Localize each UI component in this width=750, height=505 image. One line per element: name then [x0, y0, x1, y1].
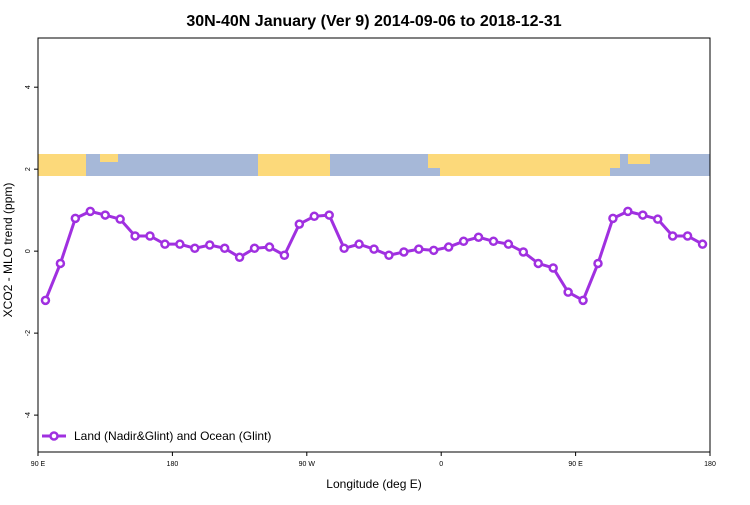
point — [608, 213, 618, 224]
y-tick-label: -4 — [25, 412, 32, 418]
point — [638, 210, 648, 220]
plot-frame — [37, 37, 711, 453]
point — [488, 236, 499, 247]
point — [443, 242, 454, 252]
point — [279, 250, 290, 260]
point — [160, 239, 170, 249]
point — [667, 231, 678, 241]
point — [578, 295, 588, 306]
point — [533, 258, 544, 269]
point — [204, 240, 215, 250]
y-axis-label: XCO2 - MLO trend (ppm) — [1, 183, 15, 318]
point — [234, 252, 245, 263]
legend-marker — [49, 431, 59, 441]
chart-title: 30N-40N January (Ver 9) 2014-09-06 to 20… — [186, 13, 561, 30]
x-tick-label: 90 E — [568, 461, 583, 468]
point — [399, 247, 409, 257]
point — [249, 243, 260, 254]
point — [548, 263, 558, 273]
point — [40, 295, 51, 306]
map-strip — [38, 154, 710, 176]
point — [115, 214, 125, 224]
point — [682, 231, 693, 241]
point — [652, 214, 663, 224]
point — [428, 245, 439, 256]
point — [100, 210, 110, 220]
point — [190, 243, 200, 254]
point — [593, 258, 603, 269]
point — [324, 210, 334, 220]
x-axis-label: Longitude (deg E) — [326, 477, 421, 491]
point — [414, 244, 424, 254]
point — [503, 239, 514, 249]
point — [70, 213, 81, 224]
series-line — [44, 209, 704, 303]
y-tick-label: -2 — [25, 330, 32, 336]
point — [697, 239, 708, 249]
point — [294, 219, 305, 229]
point — [130, 231, 140, 241]
point — [55, 258, 66, 269]
point — [219, 243, 230, 254]
point — [175, 239, 185, 249]
point — [458, 236, 469, 247]
y-tick-label: 0 — [25, 249, 32, 253]
x-tick-label: 90 E — [31, 461, 46, 468]
point — [369, 244, 379, 254]
point — [264, 242, 275, 252]
x-tick-label: 90 W — [299, 461, 316, 468]
point — [85, 206, 96, 217]
x-tick-label: 0 — [439, 461, 443, 468]
point — [339, 243, 349, 254]
point — [354, 239, 364, 249]
x-tick-label: 180 — [167, 461, 179, 468]
point — [384, 250, 394, 260]
point — [563, 287, 573, 297]
point — [623, 206, 633, 217]
point — [309, 211, 320, 222]
point — [518, 247, 529, 257]
y-tick-label: 2 — [25, 167, 32, 171]
legend-label: Land (Nadir&Glint) and Ocean (Glint) — [74, 429, 271, 443]
point — [473, 232, 484, 242]
point — [145, 231, 155, 241]
y-tick-label: 4 — [25, 85, 32, 89]
x-tick-label: 180 — [704, 461, 716, 468]
